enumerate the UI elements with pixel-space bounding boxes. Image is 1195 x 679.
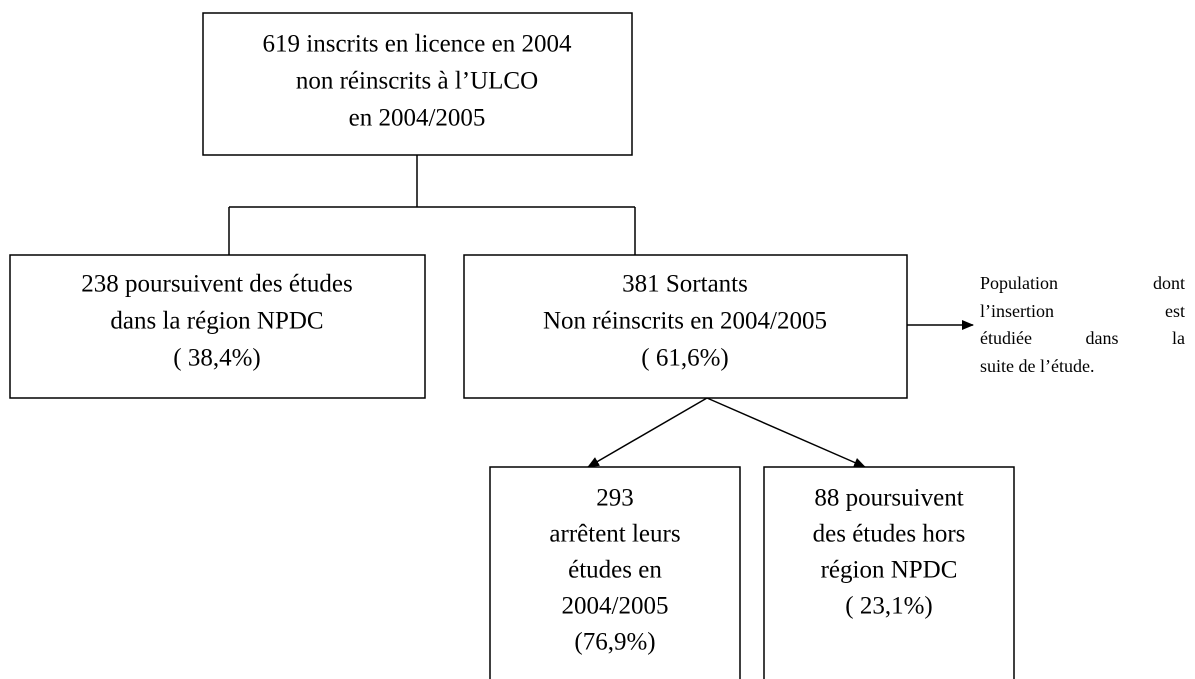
- note-line: l’insertion est: [980, 300, 1185, 321]
- arrow-down-right: [706, 397, 866, 468]
- node-text: des études hors: [813, 521, 966, 548]
- node-text: arrêtent leurs: [549, 521, 680, 548]
- box-top: [202, 12, 633, 156]
- node-text: ( 61,6%): [641, 345, 728, 372]
- note-line: étudiée dans la: [980, 328, 1185, 348]
- note-line: suite de l’étude.: [980, 355, 1095, 376]
- box-bottom-right: [763, 466, 1015, 679]
- node-text: études en: [568, 557, 662, 584]
- node-text: région NPDC: [821, 557, 958, 584]
- node-text: 293: [596, 485, 634, 512]
- node-text: 619 inscrits en licence en 2004: [263, 31, 572, 58]
- node-text: dans la région NPDC: [110, 308, 323, 335]
- node-text: 88 poursuivent: [814, 485, 963, 512]
- box-middle: [463, 254, 908, 399]
- node-text: 238 poursuivent des études: [81, 271, 352, 298]
- node-text: (76,9%): [574, 629, 655, 656]
- node-text: non réinscrits à l’ULCO: [296, 68, 538, 95]
- connector: [228, 155, 636, 255]
- node-text: ( 38,4%): [173, 345, 260, 372]
- node-text: ( 23,1%): [845, 593, 932, 620]
- node-text: 381 Sortants: [622, 271, 748, 298]
- box-bottom-left: [489, 466, 741, 679]
- node-text: Non réinscrits en 2004/2005: [543, 308, 827, 335]
- note-line: Population dont: [980, 273, 1185, 293]
- note: Population dont l’insertion est étudiée da…: [980, 270, 1185, 380]
- labels: 619 inscrits en licence en 2004 non réins…: [81, 31, 965, 656]
- node-text: 2004/2005: [562, 593, 669, 620]
- node-text: en 2004/2005: [349, 105, 486, 132]
- box-left: [9, 254, 426, 399]
- arrow-down-left: [587, 397, 708, 468]
